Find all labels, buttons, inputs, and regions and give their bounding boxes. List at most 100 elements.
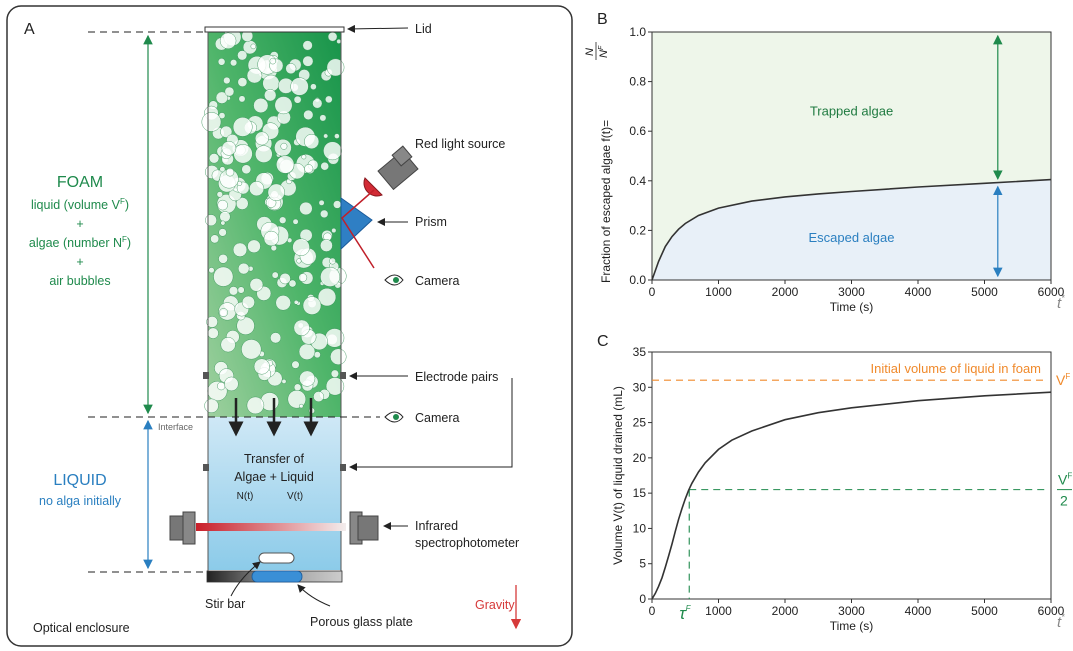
foam-bubble <box>254 131 269 146</box>
x-tick-label: 3000 <box>838 604 865 618</box>
foam-bubble <box>285 63 297 74</box>
prism-icon <box>340 197 373 251</box>
foam-bubble <box>218 253 228 264</box>
foam-bubble <box>319 114 327 122</box>
foam-bubble <box>201 112 222 132</box>
foam-bubble <box>220 220 226 226</box>
y-tick-label: 0 <box>639 592 646 606</box>
foam-bubble <box>274 96 293 115</box>
ir-beam <box>196 523 346 531</box>
foam-bubble <box>310 83 317 90</box>
lid-callout <box>347 24 409 33</box>
foam-bubble <box>249 277 264 292</box>
liquid-column <box>208 417 341 570</box>
electrode-right-top <box>340 372 346 379</box>
red-light-source-icon <box>363 145 419 197</box>
foam-bubble <box>232 117 253 137</box>
transfer-v-label: V(t) <box>287 491 303 502</box>
y-tick-label: 20 <box>633 451 647 465</box>
porous-plate-blue <box>251 570 303 583</box>
foam-bubble <box>238 95 246 103</box>
y-tick-label: 35 <box>633 345 647 359</box>
foam-bubble <box>279 216 287 224</box>
electrode-left-bottom <box>203 464 209 471</box>
foam-bubble <box>323 133 329 139</box>
foam-bubble <box>236 316 255 335</box>
trapped-region <box>652 32 1051 280</box>
foam-liquid-volume: liquid (volume VF) <box>31 197 129 212</box>
electrode-left-top <box>203 372 209 379</box>
x-tick-label: 0 <box>649 285 656 299</box>
foam-bubble <box>293 319 310 336</box>
transfer-n-label: N(t) <box>237 491 254 502</box>
foam-bubble <box>225 167 235 177</box>
transfer-line-1: Transfer of <box>244 452 305 466</box>
foam-bubble <box>255 145 273 163</box>
foam-bubble <box>237 262 250 275</box>
foam-bubble <box>326 58 345 77</box>
foam-bubble <box>224 376 239 392</box>
chart-b: 0 1000 2000 3000 4000 5000 6000 0.0 0.2 0.4 0.6 0.8… <box>584 25 1065 314</box>
foam-bubble <box>262 74 280 92</box>
camera-eye-interface-icon <box>384 411 404 423</box>
foam-bubble <box>253 358 270 375</box>
foam-bubble <box>215 91 229 104</box>
foam-bubble <box>292 238 310 256</box>
x-tick-label: 4000 <box>905 285 932 299</box>
electrodes-label: Electrode pairs <box>415 370 498 384</box>
foam-bubble <box>298 273 308 282</box>
foam-bubble <box>269 57 276 65</box>
foam-bubble <box>217 199 228 211</box>
foam-bubble <box>329 257 336 265</box>
x-tick-label: 2000 <box>772 285 799 299</box>
panel-b-letter: B <box>597 11 608 28</box>
x-axis-label: Time (s) <box>830 619 874 633</box>
foam-bubble <box>296 258 302 264</box>
y-axis-label: Volume V(t) of liquid drained (mL) <box>611 386 625 565</box>
lid <box>204 26 345 33</box>
foam-bubble <box>219 32 237 49</box>
foam-bubble <box>246 396 265 415</box>
infrared-label-1: Infrared <box>415 519 458 533</box>
foam-bubble <box>304 133 320 149</box>
foam-bubble <box>207 327 219 339</box>
red-light-label: Red light source <box>415 137 505 151</box>
foam-bubble <box>232 242 248 257</box>
y-tick-label: 0.8 <box>629 75 646 89</box>
x-tick-label: 6000 <box>1038 604 1065 618</box>
foam-air-bubbles: air bubbles <box>49 274 110 288</box>
foam-bubble <box>237 50 248 61</box>
tau-label: τF <box>679 604 691 623</box>
y-tick-label: 5 <box>639 557 646 571</box>
y-tick-label: 0.6 <box>629 124 646 138</box>
x-tick-label: 2000 <box>772 604 799 618</box>
foam-bubble <box>237 77 248 87</box>
foam-bubble <box>220 125 233 138</box>
foam-bubble <box>331 227 337 233</box>
y-tick-label: 15 <box>633 486 647 500</box>
foam-bubble <box>317 288 337 307</box>
foam-bubble <box>275 295 291 311</box>
foam-bubble <box>209 153 220 164</box>
camera-top-label: Camera <box>415 274 460 288</box>
half-vf-numerator: VF <box>1058 472 1072 488</box>
foam-bubble <box>330 369 339 378</box>
foam-bubble <box>336 39 342 44</box>
trapped-label: Trapped algae <box>810 103 893 118</box>
foam-plus-2: + <box>76 255 83 269</box>
half-vf-denominator: 2 <box>1060 493 1068 509</box>
ir-emitter-icon <box>169 511 196 545</box>
foam-bubble <box>263 230 279 247</box>
x-end-label: t* <box>1057 612 1065 631</box>
y-label-denominator: NF <box>598 45 610 58</box>
initial-volume-label: Initial volume of liquid in foam <box>870 361 1041 376</box>
x-end-label: t* <box>1057 293 1065 312</box>
foam-bubbles <box>201 28 347 415</box>
foam-bubble <box>320 209 329 219</box>
x-tick-label: 5000 <box>971 604 998 618</box>
foam-bubble <box>302 55 314 67</box>
electrode-right-bottom <box>340 464 346 471</box>
plot-frame <box>651 351 1052 600</box>
x-tick-label: 4000 <box>905 604 932 618</box>
